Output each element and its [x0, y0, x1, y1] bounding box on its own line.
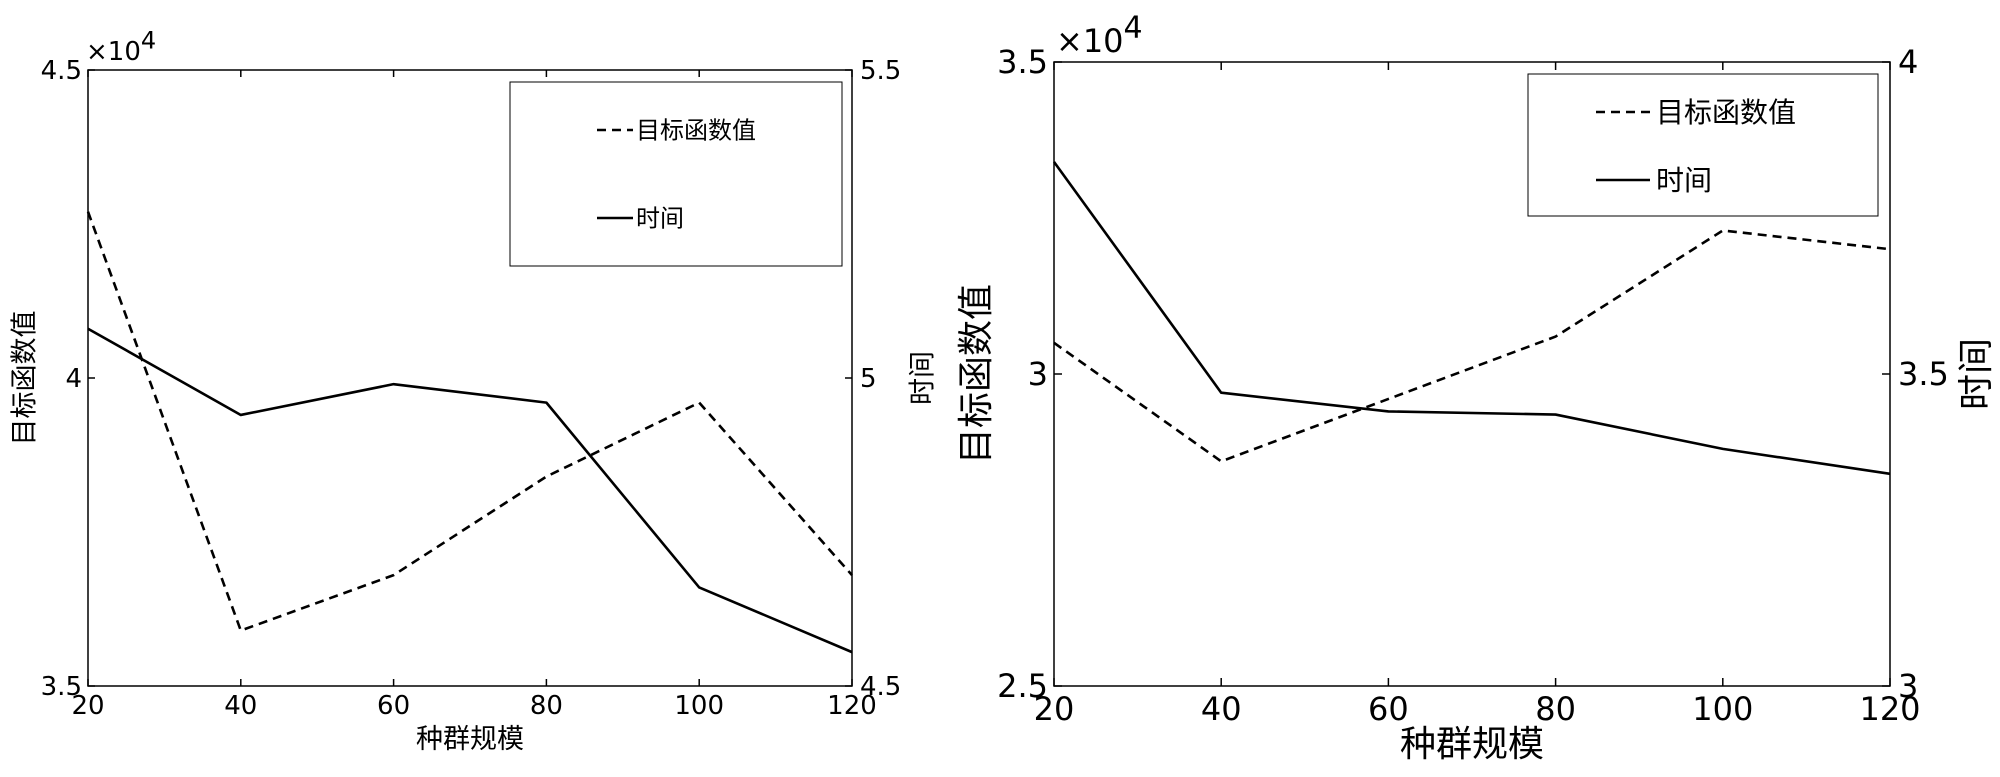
y2-axis-label: 时间	[1956, 338, 1997, 410]
x-tick-label: 40	[1201, 690, 1242, 728]
y-tick-label: 4.5	[41, 56, 82, 86]
x-axis-label: 种群规模	[1400, 724, 1544, 765]
x-tick-label: 80	[1535, 690, 1576, 728]
y-multiplier: ×104	[86, 26, 156, 67]
y-tick-label: 3.5	[997, 43, 1048, 81]
x-tick-label: 60	[1368, 690, 1409, 728]
series-line-time	[1052, 161, 1891, 476]
series-line-objective	[1053, 229, 1891, 463]
y-multiplier: ×104	[1056, 11, 1143, 60]
y-tick-label: 2.5	[997, 667, 1048, 705]
y-multiplier-base: ×10	[1056, 22, 1124, 60]
series-line-objective	[86, 211, 853, 632]
x-tick-label: 40	[224, 691, 257, 721]
series-line-time	[87, 327, 853, 654]
y-tick-label: 3	[1028, 355, 1048, 393]
y2-tick-label: 4	[1898, 43, 1918, 81]
x-tick-label: 20	[71, 691, 104, 721]
x-tick-label: 100	[674, 691, 724, 721]
x-tick-label: 100	[1692, 690, 1753, 728]
legend-box	[509, 81, 843, 267]
legend-entry: 时间	[636, 204, 684, 232]
chart-2: 20 40 60 80 100 1202.533.533.54×104种群规模目标函数值时…	[956, 11, 1997, 765]
legend-entry: 目标函数值	[636, 116, 756, 144]
x-tick-label: 60	[377, 691, 410, 721]
y-tick-label: 4	[65, 364, 82, 394]
x-tick-label: 20	[1034, 690, 1075, 728]
y-multiplier-exponent: 4	[141, 26, 156, 54]
y2-tick-label: 5.5	[860, 56, 901, 86]
x-axis-label: 种群规模	[416, 724, 524, 755]
y-tick-label: 3.5	[41, 672, 82, 702]
y-multiplier-exponent: 4	[1124, 11, 1143, 46]
x-tick-label: 120	[1859, 690, 1920, 728]
y2-tick-label: 4.5	[860, 672, 901, 702]
legend-entry: 目标函数值	[1656, 96, 1796, 129]
y2-tick-label: 5	[860, 364, 877, 394]
y-axis-label: 目标函数值	[956, 284, 997, 464]
x-tick-label: 80	[530, 691, 563, 721]
legend-box	[1527, 73, 1879, 217]
y2-tick-label: 3.5	[1898, 355, 1949, 393]
y-axis-label: 目标函数值	[10, 311, 41, 446]
chart-1: 20 40 60 80 100 1203.544.54.555.5×104种群规模目标函数…	[10, 26, 939, 755]
y2-tick-label: 3	[1898, 667, 1918, 705]
y-multiplier-base: ×10	[86, 37, 141, 67]
legend-entry: 时间	[1656, 164, 1712, 197]
x-tick-label: 120	[827, 691, 877, 721]
y2-axis-label: 时间	[908, 351, 939, 405]
